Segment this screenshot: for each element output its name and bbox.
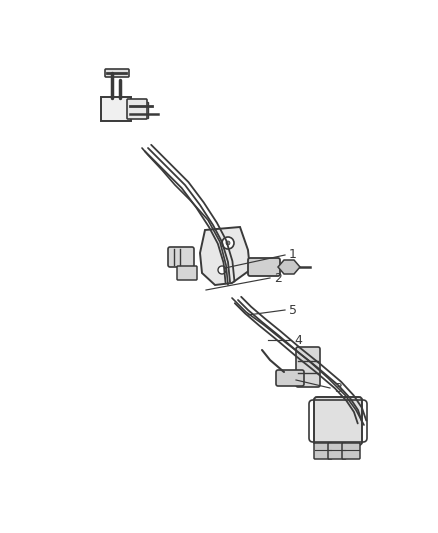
Text: 2: 2 — [274, 271, 282, 285]
Text: 4: 4 — [294, 334, 302, 346]
Text: 3: 3 — [334, 382, 342, 394]
Circle shape — [226, 241, 230, 245]
FancyBboxPatch shape — [105, 69, 129, 77]
Circle shape — [222, 237, 234, 249]
Text: 5: 5 — [289, 303, 297, 317]
FancyBboxPatch shape — [296, 347, 320, 387]
FancyBboxPatch shape — [248, 258, 280, 276]
FancyBboxPatch shape — [168, 247, 194, 267]
Polygon shape — [278, 260, 300, 274]
Text: 1: 1 — [289, 248, 297, 262]
FancyBboxPatch shape — [314, 443, 332, 459]
FancyBboxPatch shape — [127, 99, 147, 119]
FancyBboxPatch shape — [276, 370, 304, 386]
FancyBboxPatch shape — [101, 97, 131, 121]
FancyBboxPatch shape — [177, 266, 197, 280]
FancyBboxPatch shape — [328, 443, 346, 459]
Polygon shape — [200, 227, 250, 285]
Bar — [140, 102, 148, 118]
FancyBboxPatch shape — [314, 397, 362, 445]
FancyBboxPatch shape — [342, 443, 360, 459]
Circle shape — [218, 266, 226, 274]
